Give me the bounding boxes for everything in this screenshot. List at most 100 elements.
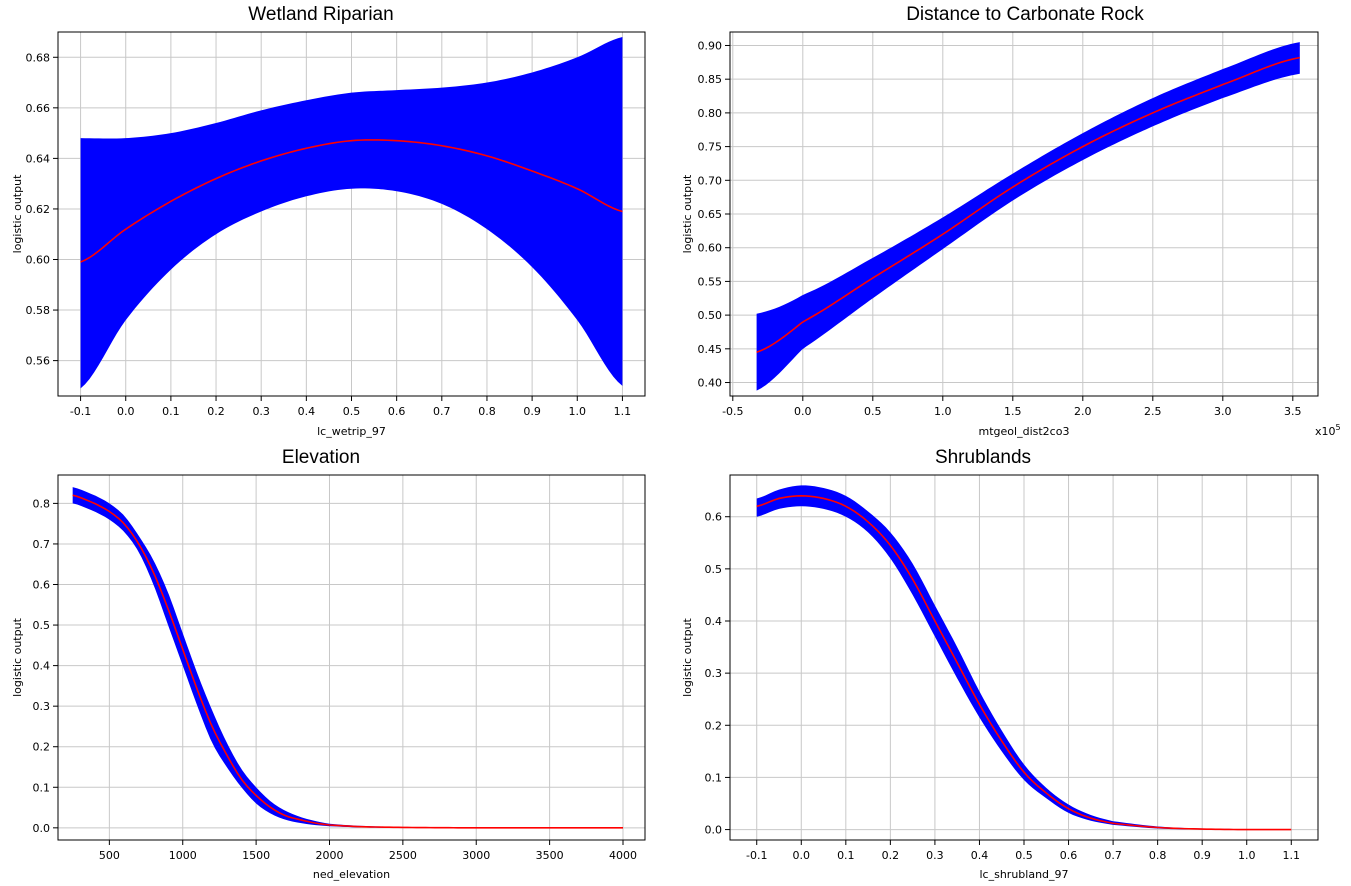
y-tick-label: 0.40 bbox=[698, 377, 723, 390]
x-tick-label: 3.5 bbox=[1284, 405, 1302, 418]
x-tick-label: 0.4 bbox=[298, 405, 316, 418]
x-tick-label: 0.7 bbox=[433, 405, 451, 418]
x-tick-label: 0.8 bbox=[478, 405, 496, 418]
x-tick-label: 1000 bbox=[169, 849, 197, 862]
x-tick-label: 0.0 bbox=[793, 849, 811, 862]
y-tick-label: 0.3 bbox=[33, 700, 51, 713]
y-tick-label: 0.65 bbox=[698, 208, 723, 221]
chart-panel-3: Elevation 500 1000 1500 2000 2500 3000 3500 4000… bbox=[11, 447, 646, 881]
y-tick-label: 0.55 bbox=[698, 275, 723, 288]
chart-title: Shrublands bbox=[935, 447, 1031, 468]
y-tick-label: 0.3 bbox=[705, 667, 723, 680]
x-tick-label: 0.7 bbox=[1104, 849, 1122, 862]
x-tick-label: 1500 bbox=[242, 849, 270, 862]
x-tick-label: 4000 bbox=[609, 849, 637, 862]
y-tick-label: 0.4 bbox=[33, 660, 51, 673]
x-tick-label: 0.9 bbox=[523, 405, 541, 418]
confidence-band bbox=[72, 487, 623, 828]
y-tick-label: 0.66 bbox=[26, 102, 51, 115]
y-tick-label: 0.0 bbox=[33, 822, 51, 835]
x-tick-label: 0.2 bbox=[882, 849, 900, 862]
chart-panel-1: Wetland Riparian -0.1 0.0 0.1 0.2 0.3 0.4 0.5 0.… bbox=[11, 4, 646, 438]
y-tick-label: 0.1 bbox=[33, 781, 51, 794]
x-scale-exponent: 5 bbox=[1336, 423, 1341, 432]
x-tick-label: 0.1 bbox=[162, 405, 180, 418]
mean-response-line bbox=[72, 494, 623, 829]
x-tick-label: 1.0 bbox=[569, 405, 587, 418]
x-tick-label: 3500 bbox=[536, 849, 564, 862]
y-tick-label: 0.56 bbox=[26, 355, 51, 368]
x-tick-label: 0.6 bbox=[388, 405, 406, 418]
y-tick-label: 0.6 bbox=[33, 579, 51, 592]
y-tick-label: 0.62 bbox=[26, 203, 51, 216]
x-tick-label: 0.0 bbox=[117, 405, 135, 418]
y-tick-label: 0.64 bbox=[26, 152, 51, 165]
x-scale-multiplier: x105 bbox=[1315, 423, 1341, 438]
y-tick-label: 0.6 bbox=[705, 511, 723, 524]
x-axis-label: ned_elevation bbox=[313, 868, 390, 881]
x-tick-label: 0.5 bbox=[343, 405, 361, 418]
x-tick-label: 0.5 bbox=[864, 405, 882, 418]
y-tick-label: 0.68 bbox=[26, 51, 51, 64]
chart-panel-2: Distance to Carbonate Rock -0.5 0.0 0.5 1.0 1… bbox=[681, 4, 1341, 438]
y-tick-label: 0.45 bbox=[698, 343, 723, 356]
y-tick-label: 0.2 bbox=[33, 741, 51, 754]
x-tick-label: 0.9 bbox=[1193, 849, 1211, 862]
y-tick-label: 0.5 bbox=[33, 619, 51, 632]
x-tick-label: 1.1 bbox=[1283, 849, 1301, 862]
confidence-band bbox=[756, 42, 1300, 391]
y-tick-label: 0.2 bbox=[705, 719, 723, 732]
y-tick-label: 0.8 bbox=[33, 497, 51, 510]
y-tick-label: 0.7 bbox=[33, 538, 51, 551]
x-tick-label: 0.5 bbox=[1015, 849, 1033, 862]
y-axis-label: logistic output bbox=[681, 174, 694, 253]
x-tick-label: 500 bbox=[99, 849, 120, 862]
x-tick-label: -0.5 bbox=[722, 405, 743, 418]
plot-frame bbox=[57, 474, 646, 841]
x-tick-label: 0.6 bbox=[1060, 849, 1078, 862]
x-axis-label: lc_shrubland_97 bbox=[979, 868, 1068, 881]
x-tick-label: 0.3 bbox=[926, 849, 944, 862]
y-tick-label: 0.1 bbox=[705, 771, 723, 784]
y-tick-label: 0.60 bbox=[26, 254, 51, 267]
x-tick-label: 1.5 bbox=[1004, 405, 1022, 418]
x-tick-label: 2.5 bbox=[1144, 405, 1162, 418]
y-tick-label: 0.58 bbox=[26, 304, 51, 317]
y-tick-label: 0.5 bbox=[705, 563, 723, 576]
y-tick-label: 0.70 bbox=[698, 174, 723, 187]
mean-response-line bbox=[756, 495, 1292, 831]
x-tick-label: 0.8 bbox=[1149, 849, 1167, 862]
x-tick-label: 2000 bbox=[315, 849, 343, 862]
x-tick-label: 1.0 bbox=[1238, 849, 1256, 862]
x-tick-label: 3000 bbox=[462, 849, 490, 862]
y-axis-label: logistic output bbox=[681, 617, 694, 696]
chart-panel-4: Shrublands -0.1 0.0 0.1 0.2 0.3 0.4 0.5 0.6 0.7 0.… bbox=[681, 447, 1319, 881]
x-tick-label: 0.2 bbox=[207, 405, 225, 418]
mean-response-line bbox=[756, 56, 1300, 353]
y-axis-label: logistic output bbox=[11, 617, 24, 696]
y-tick-label: 0.85 bbox=[698, 73, 723, 86]
x-axis-label: lc_wetrip_97 bbox=[317, 425, 386, 438]
y-tick-label: 0.4 bbox=[705, 615, 723, 628]
x-tick-label: 2.0 bbox=[1074, 405, 1092, 418]
confidence-band bbox=[80, 37, 623, 389]
x-tick-label: 0.0 bbox=[794, 405, 812, 418]
y-tick-label: 0.50 bbox=[698, 309, 723, 322]
x-tick-label: 1.0 bbox=[934, 405, 952, 418]
chart-title: Distance to Carbonate Rock bbox=[906, 4, 1144, 25]
chart-title: Elevation bbox=[282, 447, 360, 468]
x-tick-label: -0.1 bbox=[70, 405, 91, 418]
y-tick-label: 0.0 bbox=[705, 824, 723, 837]
chart-title: Wetland Riparian bbox=[248, 4, 393, 25]
y-tick-label: 0.60 bbox=[698, 242, 723, 255]
y-tick-label: 0.80 bbox=[698, 107, 723, 120]
x-tick-label: 3.0 bbox=[1214, 405, 1232, 418]
y-tick-label: 0.75 bbox=[698, 141, 723, 154]
x-tick-label: 2500 bbox=[389, 849, 417, 862]
x-tick-label: 0.4 bbox=[971, 849, 989, 862]
x-tick-label: 1.1 bbox=[614, 405, 632, 418]
x-tick-label: 0.1 bbox=[837, 849, 855, 862]
y-tick-label: 0.90 bbox=[698, 39, 723, 52]
x-tick-label: 0.3 bbox=[252, 405, 270, 418]
